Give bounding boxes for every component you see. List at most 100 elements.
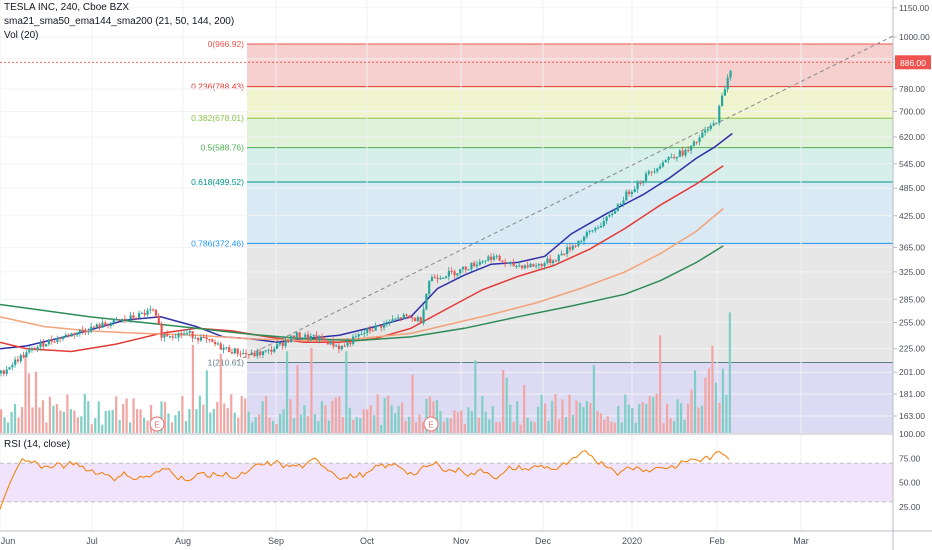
- candle-body: [501, 260, 504, 262]
- candle-body: [549, 258, 552, 264]
- candle-body: [19, 355, 22, 362]
- candle-body: [123, 318, 127, 320]
- volume-bar: [313, 414, 317, 433]
- candle-body: [335, 345, 338, 347]
- candle-body: [11, 364, 14, 368]
- volume-bar: [655, 393, 658, 433]
- candle-body: [0, 370, 3, 374]
- candle-body: [337, 345, 341, 350]
- volume-bar: [679, 403, 683, 433]
- candle-body: [681, 150, 684, 156]
- candle-body: [247, 354, 251, 356]
- candle-body: [39, 342, 42, 347]
- candle-body: [582, 236, 586, 241]
- volume-bar: [195, 409, 198, 433]
- volume-bar: [425, 398, 428, 433]
- volume-bar: [547, 420, 550, 433]
- candle-body: [473, 262, 476, 267]
- candle-body: [653, 171, 656, 173]
- candle-body: [678, 150, 681, 157]
- candle-body: [270, 349, 273, 352]
- candle-body: [329, 340, 332, 345]
- candle-body: [625, 191, 628, 201]
- candle-body: [61, 336, 65, 340]
- volume-bar: [296, 365, 299, 433]
- candle-body: [5, 369, 8, 374]
- volume-bar: [617, 406, 620, 433]
- volume-bar: [320, 401, 323, 433]
- candle-body: [543, 263, 546, 267]
- volume-bar: [428, 396, 432, 433]
- volume-legend[interactable]: Vol (20): [4, 30, 39, 41]
- candle-body: [588, 230, 591, 233]
- candle-body: [90, 326, 93, 332]
- candle-body: [264, 350, 267, 352]
- candle-body: [650, 171, 653, 173]
- volume-bar: [707, 368, 711, 433]
- indicator-legend[interactable]: sma21_sma50_ema144_sma200 (21, 50, 144, …: [4, 16, 235, 27]
- candle-body: [199, 337, 203, 341]
- volume-bar: [624, 394, 627, 433]
- trend-line[interactable]: [0, 35, 894, 362]
- price-tick-label: 225.00: [899, 344, 925, 354]
- volume-bar: [550, 400, 554, 433]
- volume-bar: [55, 404, 58, 433]
- volume-bar: [404, 421, 407, 433]
- candle-body: [453, 271, 456, 276]
- volume-bar: [439, 411, 442, 433]
- price-tick-label: 780.00: [899, 84, 925, 94]
- rsi-legend[interactable]: RSI (14, close): [4, 439, 71, 450]
- volume-bar: [289, 399, 292, 433]
- fib-level-label: 0.618(499.52): [191, 177, 244, 187]
- candle-body: [140, 312, 144, 314]
- price-axis[interactable]: 1150.001000.00900.00780.00700.00620.0054…: [892, 0, 932, 550]
- candle-body: [8, 367, 11, 370]
- price-tick-label: 545.00: [899, 159, 925, 169]
- price-tick-label: 201.00: [899, 367, 925, 377]
- volume-bar: [387, 395, 390, 433]
- candle-body: [45, 344, 48, 347]
- time-axis[interactable]: Jun Jul Aug Sep Oct Nov Dec 2020 Feb Mar: [0, 530, 932, 546]
- candle-body: [402, 314, 405, 319]
- candle-body: [332, 340, 335, 347]
- candle-body: [397, 317, 400, 319]
- volume-bar: [125, 398, 128, 433]
- candle-body: [357, 334, 360, 337]
- candle-body: [459, 269, 462, 274]
- candle-body: [78, 330, 82, 333]
- volume-bar: [728, 312, 731, 433]
- candle-body: [366, 328, 369, 333]
- volume-bar: [20, 407, 24, 433]
- volume-bar: [383, 397, 386, 433]
- candle-body: [138, 313, 141, 319]
- volume-bar: [603, 419, 606, 433]
- candle-body: [597, 227, 600, 229]
- volume-bar: [160, 401, 163, 433]
- volume-bar: [3, 417, 6, 433]
- candle-body: [340, 345, 343, 350]
- volume-bar: [456, 412, 459, 433]
- candle-body: [436, 278, 439, 280]
- volume-bar: [251, 422, 254, 433]
- candle-body: [439, 277, 442, 280]
- volume-bar: [641, 402, 644, 433]
- fibonacci-retracement[interactable]: 0(966.92) 0.236(788.43) 0.382(678.01) 0.5(5…: [191, 39, 893, 433]
- volume-bar: [111, 409, 114, 433]
- symbol-title[interactable]: TESLA INC, 240, Cboe BZX: [4, 2, 130, 13]
- candle-body: [87, 331, 90, 333]
- candle-body: [112, 319, 115, 323]
- volume-bar: [666, 403, 669, 433]
- candle-body: [360, 334, 363, 336]
- candle-body: [298, 332, 301, 338]
- volume-bar: [652, 397, 655, 433]
- candle-body: [563, 253, 566, 255]
- candle-body: [53, 341, 56, 343]
- candle-body: [368, 328, 372, 331]
- volume-bar: [704, 377, 707, 433]
- candle-body: [208, 339, 211, 341]
- candle-body: [380, 325, 383, 328]
- candle-body: [363, 332, 366, 335]
- volume-bar: [149, 405, 153, 433]
